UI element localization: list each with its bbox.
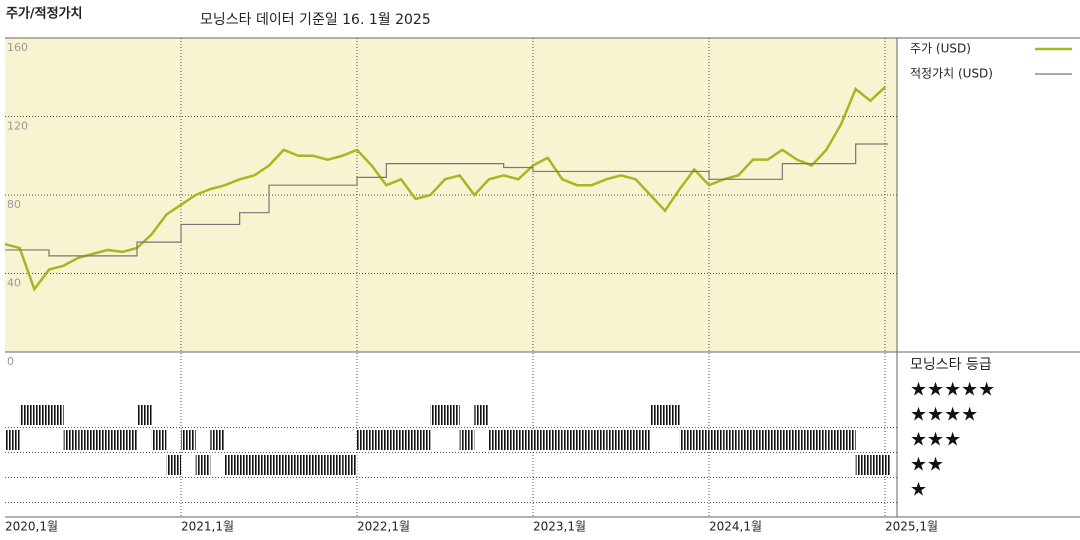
rating-bar — [518, 430, 533, 450]
y-tick-label: 120 — [7, 120, 28, 133]
y-tick-label: 40 — [7, 277, 21, 290]
rating-bar — [562, 430, 577, 450]
rating-bar — [723, 430, 739, 450]
rating-bar — [210, 430, 225, 450]
rating-label: ★★★★★ — [910, 379, 995, 401]
rating-bar — [459, 430, 475, 450]
rating-bar — [327, 455, 343, 475]
rating-bar — [34, 405, 49, 425]
x-tick-label: 2020,1월 — [5, 520, 58, 534]
x-tick-label: 2025,1월 — [885, 520, 938, 534]
rating-bar — [313, 455, 328, 475]
y-tick-label: 80 — [7, 198, 21, 211]
x-tick-label: 2023,1월 — [533, 520, 586, 534]
rating-bar — [19, 405, 35, 425]
rating-bar — [885, 455, 890, 475]
rating-label: ★ — [910, 479, 927, 501]
rating-bar — [430, 405, 445, 425]
rating-bar — [401, 430, 416, 450]
rating-bar — [283, 455, 299, 475]
rating-bar — [694, 430, 709, 450]
rating-bar — [811, 430, 827, 450]
rating-title: 모닝스타 등급 — [910, 357, 992, 373]
y-tick-label: 160 — [7, 41, 28, 54]
rating-bar — [78, 430, 93, 450]
rating-bar — [357, 430, 372, 450]
rating-bar — [738, 430, 753, 450]
rating-bar — [122, 430, 137, 450]
rating-bar — [239, 455, 255, 475]
rating-bar — [665, 405, 680, 425]
plot-background — [5, 38, 897, 352]
rating-bar — [474, 405, 489, 425]
rating-bar — [782, 430, 797, 450]
rating-bar — [650, 405, 665, 425]
rating-label: ★★★★ — [910, 404, 978, 426]
rating-bar — [5, 430, 20, 450]
rating-bar — [591, 430, 607, 450]
x-tick-label: 2021,1월 — [181, 520, 234, 534]
rating-bar — [415, 430, 431, 450]
rating-bar — [298, 455, 313, 475]
rating-bar — [547, 430, 563, 450]
rating-bar — [371, 430, 387, 450]
rating-bar — [63, 430, 79, 450]
rating-bar — [166, 455, 181, 475]
series-line — [4, 86, 886, 292]
rating-bar — [679, 430, 695, 450]
legend-label: 주가 (USD) — [910, 42, 971, 56]
rating-bar — [254, 455, 269, 475]
legend-label: 적정가치 (USD) — [910, 67, 993, 81]
rating-bar — [386, 430, 401, 450]
rating-bar — [870, 455, 885, 475]
series-line — [5, 143, 888, 257]
rating-bar — [445, 405, 460, 425]
rating-bar — [621, 430, 636, 450]
rating-bar — [137, 405, 152, 425]
rating-label: ★★★ — [910, 429, 961, 451]
rating-bar — [797, 430, 812, 450]
rating-bar — [107, 430, 123, 450]
rating-label: ★★ — [910, 454, 944, 476]
rating-bar — [635, 430, 651, 450]
rating-bar — [269, 455, 284, 475]
rating-bar — [93, 430, 108, 450]
x-tick-label: 2024,1월 — [709, 520, 762, 534]
rating-bar — [533, 430, 548, 450]
rating-bar — [767, 430, 783, 450]
chart-subtitle: 모닝스타 데이터 기준일 16. 1월 2025 — [200, 12, 431, 28]
rating-bar — [489, 430, 504, 450]
rating-bar — [577, 430, 592, 450]
rating-bar — [753, 430, 768, 450]
rating-bar — [826, 430, 841, 450]
rating-bar — [151, 430, 167, 450]
rating-bar — [606, 430, 621, 450]
rating-bar — [841, 430, 856, 450]
rating-bar — [855, 455, 871, 475]
rating-bar — [342, 455, 357, 475]
rating-bar — [49, 405, 64, 425]
rating-bar — [195, 455, 211, 475]
rating-bar — [709, 430, 724, 450]
chart-title: 주가/적정가치 — [6, 6, 83, 22]
x-tick-label: 2022,1월 — [357, 520, 410, 534]
rating-bar — [181, 430, 196, 450]
y-tick-label: 0 — [7, 355, 14, 368]
rating-bar — [225, 455, 240, 475]
rating-bar — [503, 430, 519, 450]
